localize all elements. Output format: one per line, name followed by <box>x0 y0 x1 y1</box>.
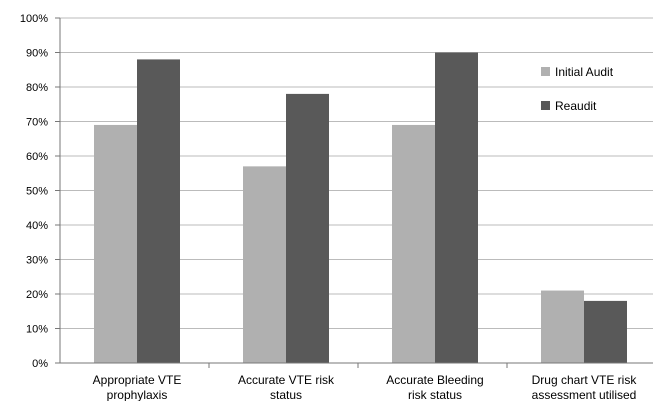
y-tick-label: 10% <box>26 324 48 336</box>
y-tick-label: 70% <box>26 117 48 129</box>
bar-reaudit <box>137 59 180 364</box>
y-tick-label: 40% <box>26 220 48 232</box>
y-tick-label: 30% <box>26 255 48 267</box>
x-category-label: assessment utilised <box>532 388 637 401</box>
legend-label: Reaudit <box>555 99 597 113</box>
y-tick-labels: 0% 10% 20% 30% 40% 50% 60% 70% 80% 90% 100% <box>20 13 48 370</box>
y-tick-label: 50% <box>26 186 48 198</box>
y-tick-label: 20% <box>26 289 48 301</box>
legend-swatch <box>541 101 550 110</box>
x-category-label: risk status <box>408 388 462 401</box>
bar-reaudit <box>286 93 329 364</box>
bar-initial-audit <box>541 290 584 363</box>
legend-swatch <box>541 67 550 76</box>
y-tick-label: 80% <box>26 82 48 94</box>
y-tick-label: 0% <box>32 358 48 370</box>
legend: Initial Audit Reaudit <box>541 65 614 113</box>
bar-initial-audit <box>243 166 286 363</box>
legend-label: Initial Audit <box>555 65 614 79</box>
bar-reaudit <box>435 52 478 363</box>
x-category-label: Appropriate VTE <box>93 373 182 387</box>
bar-initial-audit <box>94 124 137 363</box>
bars <box>94 52 627 364</box>
bar-reaudit <box>584 300 627 363</box>
x-category-label: Accurate VTE risk <box>238 373 335 387</box>
y-tick-label: 100% <box>20 13 48 25</box>
y-tick-label: 60% <box>26 151 48 163</box>
axes <box>59 18 653 368</box>
x-category-label: prophylaxis <box>107 388 168 401</box>
bar-initial-audit <box>392 124 435 363</box>
x-category-label: Drug chart VTE risk <box>532 373 638 387</box>
x-category-label: Accurate Bleeding <box>386 373 483 387</box>
y-tick-label: 90% <box>26 48 48 60</box>
x-category-label: status <box>270 388 302 401</box>
